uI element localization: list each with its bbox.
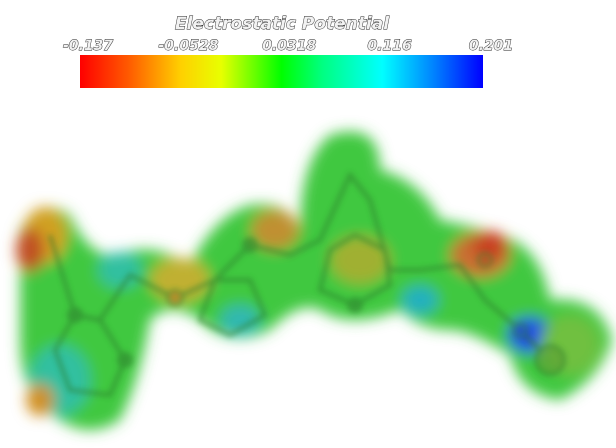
colorbar [80, 55, 483, 88]
colorbar-tick-label: 0.0318 [262, 38, 316, 54]
colorbar-tick-label: -0.137 [63, 38, 113, 54]
colorbar-tick-label: 0.201 [469, 38, 513, 54]
scene: Electrostatic Potential -0.137 -0.0528 0.0… [0, 0, 616, 448]
viewer: Electrostatic Potential -0.137 -0.0528 0.0… [0, 0, 616, 448]
colorbar-title: Electrostatic Potential [175, 14, 390, 34]
colorbar-tick-label: 0.116 [368, 38, 413, 54]
colorbar-tick-label: -0.0528 [158, 38, 218, 54]
molecule-surface [16, 132, 612, 430]
